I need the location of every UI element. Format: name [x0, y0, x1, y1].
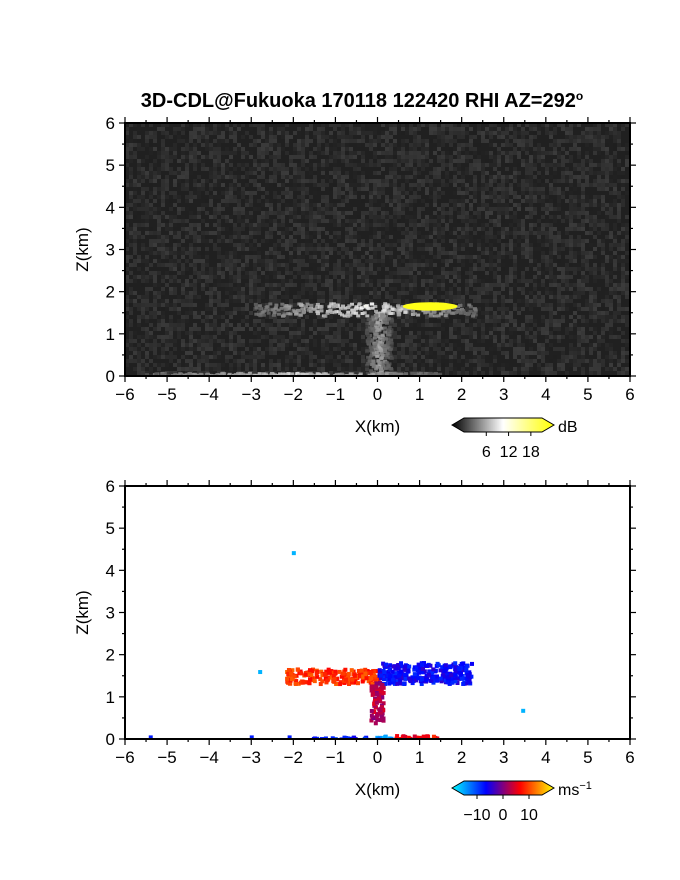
- x-axis: −6 −5 −4 −3 −2 −1 0 1 2 3 4 5 6: [115, 117, 635, 404]
- y-axis: 0 1 2 3 4 5 6: [106, 477, 636, 749]
- x-axis-label: X(km): [355, 780, 400, 799]
- y-tick-label: 5: [106, 519, 115, 538]
- x-tick-label: −2: [284, 748, 303, 767]
- x-tick-label: 1: [415, 748, 424, 767]
- y-tick-label: 4: [106, 561, 115, 580]
- plot-area: [125, 486, 630, 739]
- y-axis-label: Z(km): [73, 227, 92, 271]
- colorbar-tick-label: −10: [463, 807, 490, 824]
- x-tick-label: −3: [242, 385, 261, 404]
- y-tick-label: 1: [106, 688, 115, 707]
- echo-falling-streak: [369, 680, 386, 726]
- x-tick-label: 6: [625, 385, 634, 404]
- x-tick-label: 0: [373, 748, 382, 767]
- colorbar-unit: ms−1: [558, 780, 592, 799]
- x-tick-label: 3: [499, 385, 508, 404]
- x-tick-label: −5: [157, 748, 176, 767]
- colorbar-tick-label: 18: [522, 444, 540, 461]
- plot-area: [125, 123, 630, 376]
- colorbar-scale: [451, 780, 555, 796]
- y-tick-label: 2: [106, 646, 115, 665]
- isolated-point: [148, 735, 153, 739]
- cloud-core: [402, 302, 458, 311]
- isolated-point: [287, 735, 292, 739]
- y-tick-label: 5: [106, 156, 115, 175]
- x-tick-label: −4: [199, 748, 218, 767]
- x-tick-label: 2: [457, 748, 466, 767]
- x-tick-label: 0: [373, 385, 382, 404]
- echo-cloud-core: [402, 302, 458, 311]
- colorbar-tick-label: 10: [520, 807, 538, 824]
- x-tick-label: 6: [625, 748, 634, 767]
- x-tick-label: −5: [157, 385, 176, 404]
- x-tick-label: 5: [583, 385, 592, 404]
- x-tick-label: 1: [415, 385, 424, 404]
- colorbar-scale: [451, 417, 555, 433]
- x-axis: −6 −5 −4 −3 −2 −1 0 1 2 3 4 5 6: [115, 480, 635, 767]
- echo-approaching-layer: [377, 661, 475, 687]
- y-tick-label: 6: [106, 114, 115, 133]
- colorbar-tick-label: 12: [500, 444, 518, 461]
- x-tick-label: 3: [499, 748, 508, 767]
- colorbar: 6 12 18 dB: [451, 417, 578, 461]
- x-axis-label: X(km): [355, 417, 400, 436]
- x-tick-label: −6: [115, 748, 134, 767]
- isolated-point: [249, 735, 254, 739]
- y-tick-label: 2: [106, 283, 115, 302]
- isolated-point: [291, 551, 296, 556]
- y-tick-label: 1: [106, 325, 115, 344]
- x-tick-label: 4: [541, 748, 550, 767]
- noise-field: [125, 123, 630, 376]
- x-tick-label: 2: [457, 385, 466, 404]
- colorbar-tick-label: 6: [482, 444, 491, 461]
- isolated-point: [258, 670, 263, 675]
- x-tick-label: −6: [115, 385, 134, 404]
- y-axis-label: Z(km): [73, 590, 92, 634]
- isolated-point: [521, 708, 526, 713]
- y-tick-label: 0: [106, 730, 115, 749]
- x-tick-label: −4: [199, 385, 218, 404]
- y-axis: 0 1 2 3 4 5 6: [106, 114, 636, 386]
- colorbar-unit: dB: [558, 419, 578, 436]
- y-tick-label: 0: [106, 367, 115, 386]
- colorbar: −10 0 10 ms−1: [451, 780, 592, 824]
- echo-column-below-cloud: [364, 312, 395, 376]
- y-tick-label: 3: [106, 604, 115, 623]
- x-tick-label: −1: [326, 385, 345, 404]
- y-tick-label: 6: [106, 477, 115, 496]
- x-tick-label: −1: [326, 748, 345, 767]
- y-tick-label: 4: [106, 198, 115, 217]
- echo-receding-layer: [285, 667, 382, 687]
- colorbar-tick-label: 0: [499, 807, 508, 824]
- y-tick-label: 3: [106, 241, 115, 260]
- x-tick-label: 5: [583, 748, 592, 767]
- x-tick-label: 4: [541, 385, 550, 404]
- figure-title: 3D-CDL@Fukuoka 170118 122420 RHI AZ=292o: [141, 89, 583, 112]
- x-tick-label: −3: [242, 748, 261, 767]
- x-tick-label: −2: [284, 385, 303, 404]
